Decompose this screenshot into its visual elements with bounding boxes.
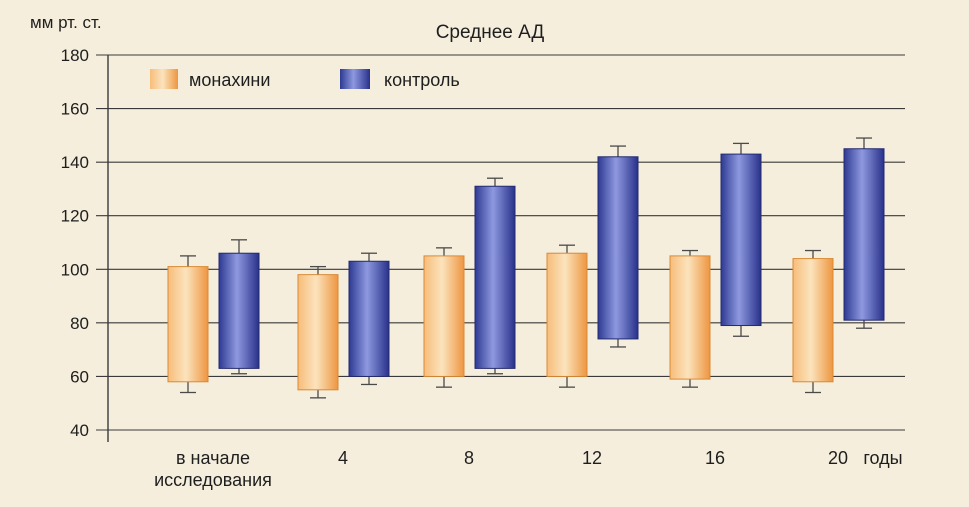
legend-swatch-control <box>340 69 370 89</box>
bar-nuns <box>546 252 588 377</box>
x-axis-label: годы <box>863 448 902 468</box>
y-tick-label: 140 <box>61 153 89 172</box>
legend: монахини контроль <box>150 69 460 90</box>
chart-title: Среднее АД <box>436 22 545 43</box>
bar-nuns <box>792 258 834 383</box>
y-axis-label: мм рт. ст. <box>30 13 102 32</box>
x-tick-label: 4 <box>338 448 348 468</box>
y-tick-label: 60 <box>70 367 89 386</box>
bar-nuns <box>669 255 711 380</box>
bar-control <box>843 148 885 321</box>
legend-swatch-nuns <box>150 69 178 89</box>
y-tick-label: 180 <box>61 46 89 65</box>
bar-control <box>348 260 390 377</box>
y-tick-label: 80 <box>70 314 89 333</box>
x-tick-label: 20 <box>828 448 848 468</box>
y-tick-label: 120 <box>61 207 89 226</box>
bar-control <box>720 153 762 327</box>
bar-control <box>597 156 639 340</box>
bar-control <box>218 252 260 369</box>
labels: мм рт. ст. Среднее АД годы монахини конт… <box>30 13 903 490</box>
x-tick-label: 16 <box>705 448 725 468</box>
x-tick-label: 8 <box>464 448 474 468</box>
bars <box>167 137 885 399</box>
y-tick-label: 160 <box>61 100 89 119</box>
bar-nuns <box>423 255 465 377</box>
bar-nuns <box>297 274 339 391</box>
bar-nuns <box>167 266 209 383</box>
y-tick-label: 100 <box>61 260 89 279</box>
x-tick-label: в начале <box>176 448 250 468</box>
y-tick-label: 40 <box>70 421 89 440</box>
x-tick-label: 12 <box>582 448 602 468</box>
x-tick-label: исследования <box>154 470 272 490</box>
legend-label-nuns: монахини <box>189 70 270 90</box>
legend-label-control: контроль <box>384 70 460 90</box>
bar-control <box>474 185 516 369</box>
